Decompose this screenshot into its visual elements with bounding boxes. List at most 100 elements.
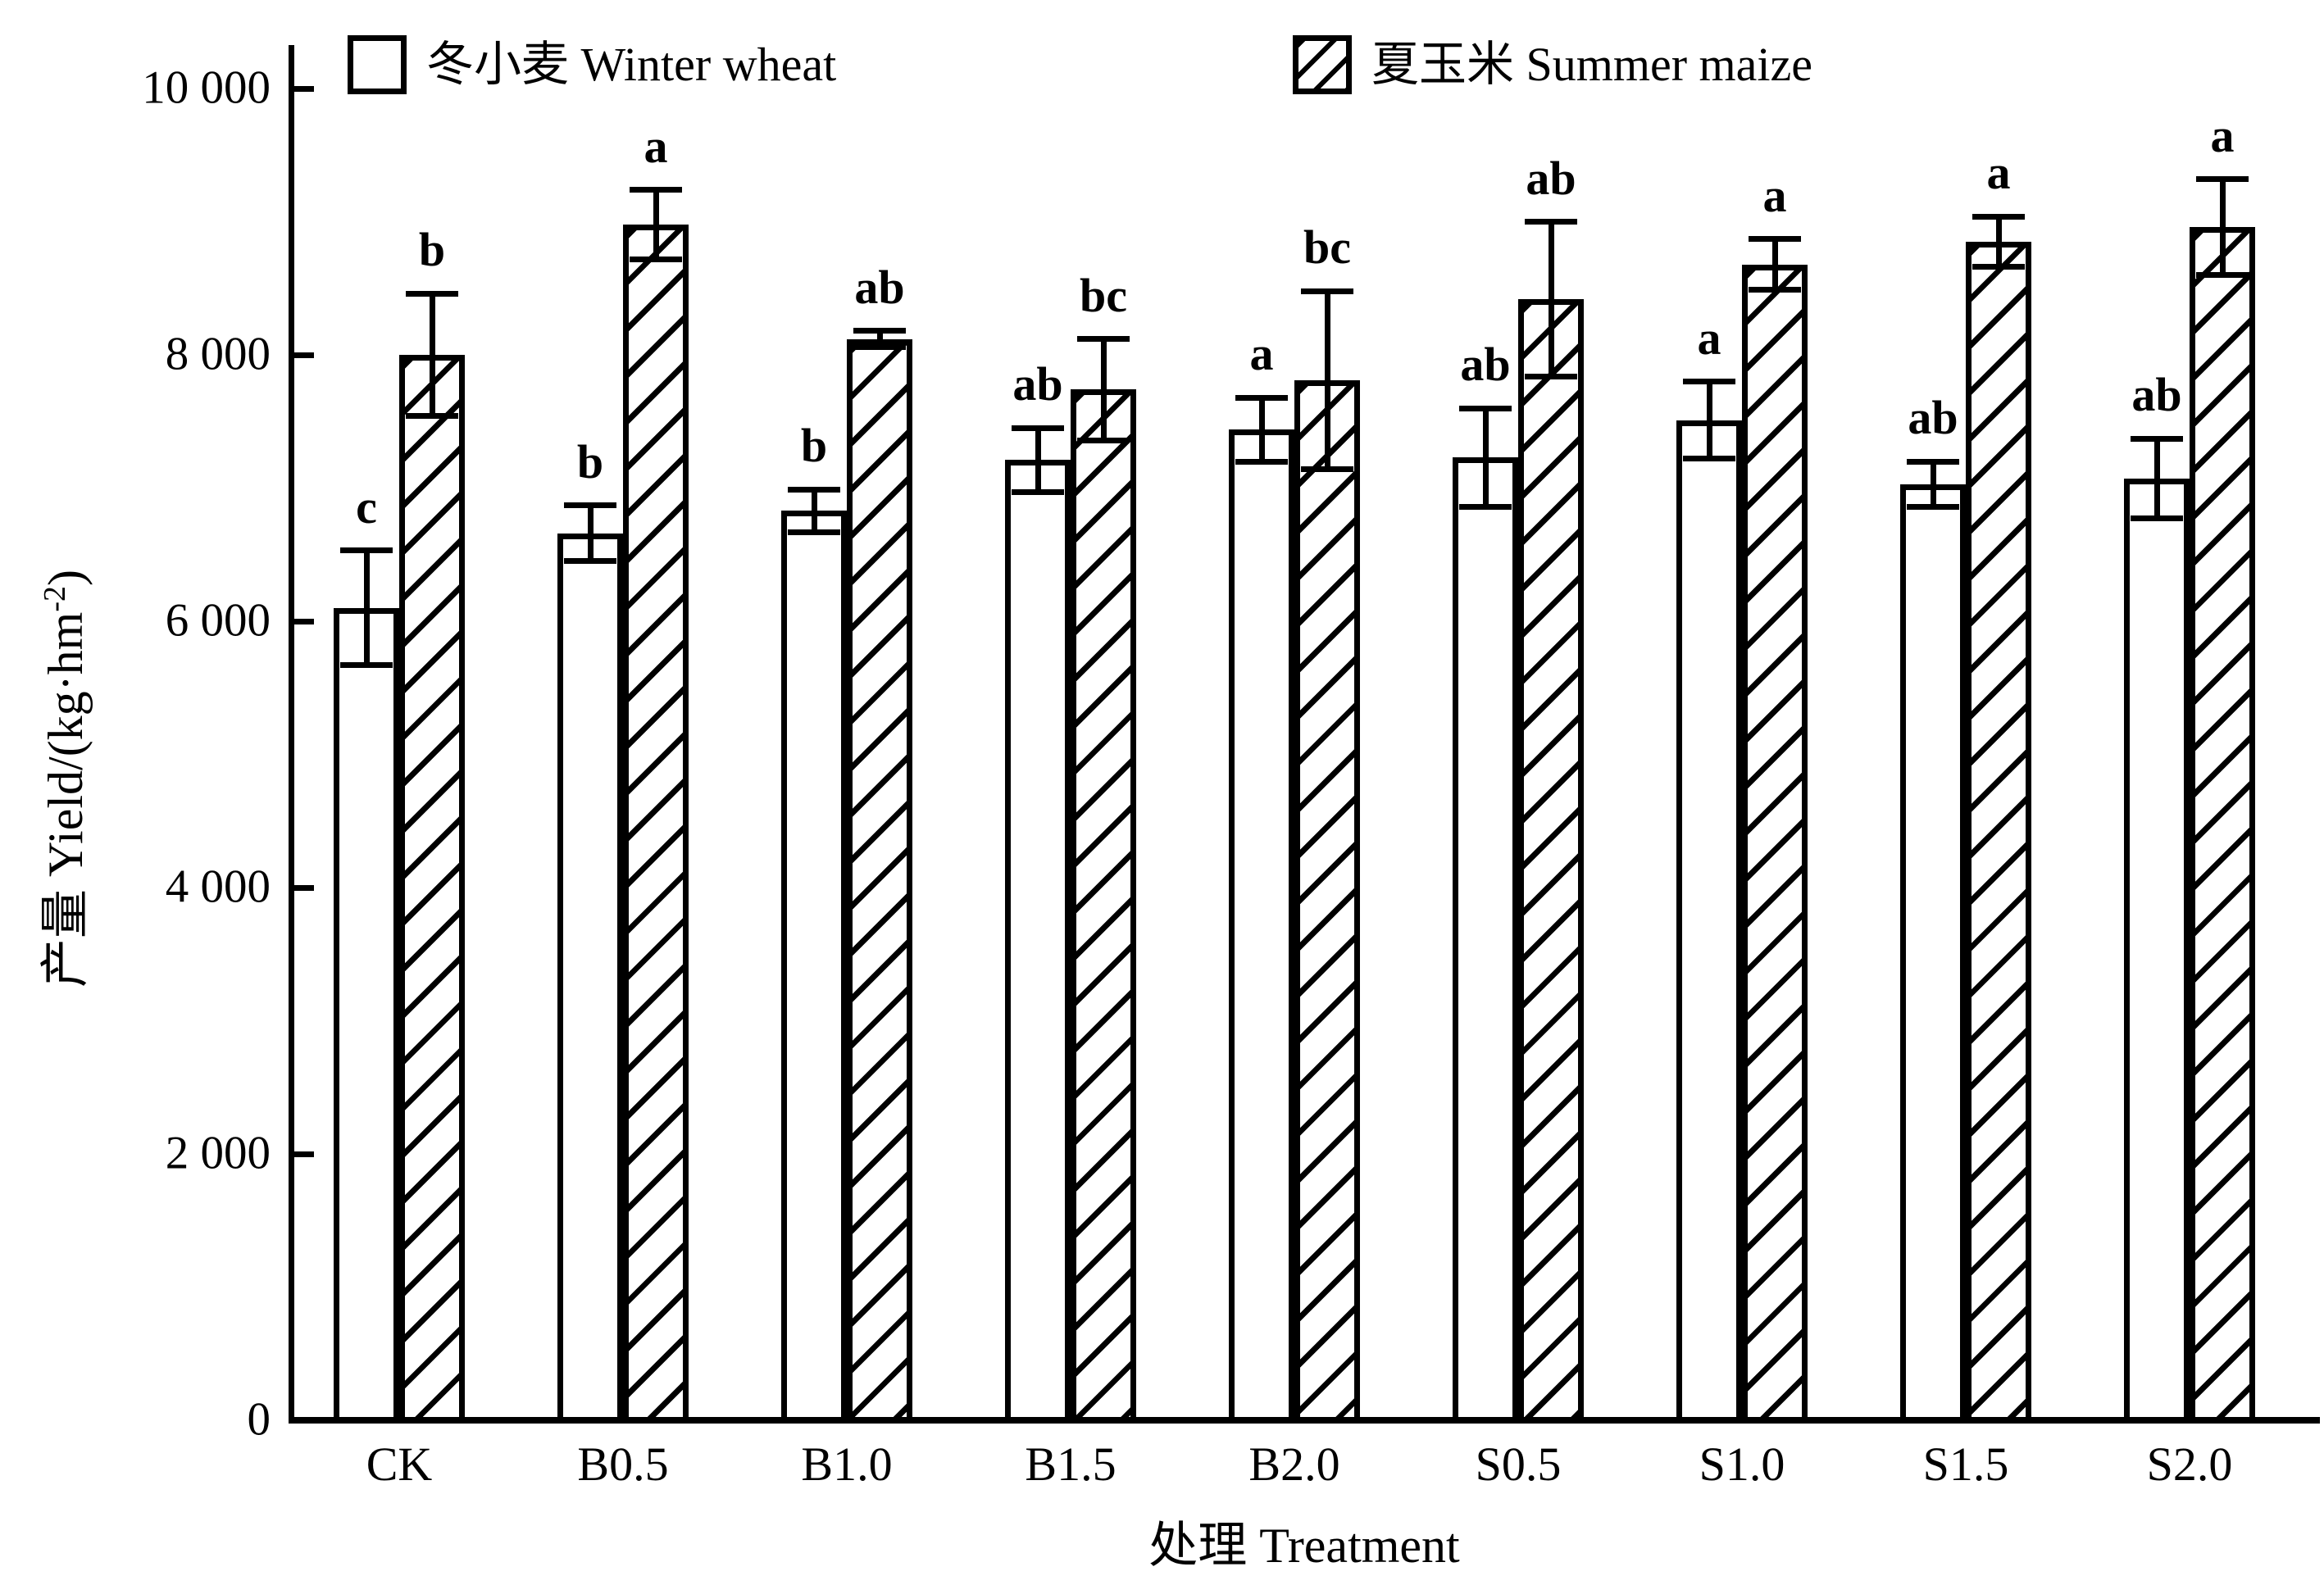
error-bar-cap (2131, 515, 2183, 522)
error-bar-line (653, 189, 659, 259)
y-tick-label: 2 000 (165, 1127, 271, 1179)
bar-winter-wheat-S0.5 (1453, 457, 1518, 1424)
error-bar-line (429, 293, 435, 416)
error-bar-cap (2196, 272, 2249, 278)
legend-entry-summer-maize: 夏玉米 Summer maize (1293, 35, 1812, 94)
y-tick-label: 10 000 (142, 61, 271, 114)
bar-summer-maize-S2.0 (2190, 227, 2255, 1424)
bar-winter-wheat-S1.0 (1676, 420, 1742, 1424)
error-bar-line (363, 550, 370, 665)
legend-entry-winter-wheat: 冬小麦 Winter wheat (348, 35, 836, 94)
error-bar-cap (1077, 437, 1130, 443)
y-axis-title-text: 产量 Yield/(kg·hm (39, 611, 93, 988)
error-bar-cap (1235, 394, 1288, 401)
error-bar-cap (1077, 336, 1130, 342)
error-bar-line (1100, 338, 1107, 440)
significance-letter: b (800, 419, 828, 473)
significance-letter: ab (1526, 151, 1576, 205)
legend-label-winter-wheat: 冬小麦 Winter wheat (426, 38, 837, 92)
error-bar-cap (340, 547, 393, 554)
legend-swatch-winter-wheat (348, 35, 407, 94)
error-bar-cap (564, 502, 616, 509)
bar-winter-wheat-B2.0 (1229, 429, 1294, 1424)
error-bar-line (876, 330, 883, 347)
error-bar-line (1258, 397, 1265, 461)
error-bar-line (1482, 408, 1489, 507)
bar-winter-wheat-B1.0 (781, 511, 847, 1424)
error-bar-line (1771, 238, 1778, 290)
error-bar-cap (1301, 288, 1353, 294)
error-bar-cap (630, 256, 682, 262)
y-axis-title-close: ) (39, 570, 93, 587)
x-tick-label: S2.0 (2146, 1437, 2233, 1491)
error-bar-line (1930, 461, 1936, 507)
x-tick-label: B2.0 (1248, 1437, 1340, 1491)
significance-letter: c (356, 479, 377, 534)
significance-letter: a (1986, 146, 2011, 199)
x-tick-label: S0.5 (1475, 1437, 1562, 1491)
y-tick-label: 0 (247, 1393, 271, 1446)
y-tick-label: 8 000 (165, 328, 271, 380)
error-bar-cap (853, 328, 906, 334)
bar-winter-wheat-B1.5 (1005, 460, 1071, 1424)
significance-letter: ab (2131, 368, 2182, 422)
y-tick-mark (294, 884, 314, 891)
error-bar-cap (406, 413, 458, 420)
bar-summer-maize-B1.5 (1071, 389, 1136, 1424)
bar-winter-wheat-S2.0 (2124, 479, 2190, 1424)
bar-winter-wheat-CK (334, 607, 399, 1424)
significance-letter: a (1762, 168, 1787, 222)
error-bar-cap (2131, 435, 2183, 442)
error-bar-cap (788, 486, 840, 493)
error-bar-cap (630, 187, 682, 193)
bar-summer-maize-B2.0 (1294, 379, 1360, 1424)
legend-label-summer-maize: 夏玉米 Summer maize (1371, 38, 1813, 92)
significance-letter: ab (854, 260, 905, 314)
error-bar-line (2153, 438, 2160, 519)
error-bar-cap (1459, 503, 1512, 510)
error-bar-cap (406, 290, 458, 297)
error-bar-line (1548, 221, 1554, 376)
error-bar-line (1324, 291, 1330, 470)
error-bar-line (811, 489, 817, 533)
y-axis-line (289, 45, 294, 1424)
error-bar-cap (1012, 488, 1064, 495)
x-axis-line (289, 1417, 2320, 1424)
error-bar-cap (1683, 456, 1735, 462)
x-tick-label: B1.0 (801, 1437, 893, 1491)
significance-letter: bc (1303, 220, 1351, 274)
bar-summer-maize-S1.0 (1742, 264, 1808, 1424)
significance-letter: a (1697, 311, 1721, 365)
error-bar-cap (1301, 466, 1353, 473)
error-bar-cap (1525, 219, 1577, 225)
significance-letter: a (644, 119, 668, 173)
error-bar-cap (1972, 264, 2025, 270)
error-bar-cap (1683, 379, 1735, 384)
bar-summer-maize-B1.0 (847, 338, 912, 1424)
bar-summer-maize-S0.5 (1518, 298, 1584, 1424)
y-tick-label: 4 000 (165, 861, 271, 913)
error-bar-cap (1012, 425, 1064, 431)
bar-summer-maize-B0.5 (623, 224, 689, 1424)
error-bar-cap (1749, 286, 1801, 293)
significance-letter: ab (1012, 357, 1063, 411)
error-bar-cap (1459, 405, 1512, 411)
y-tick-mark (294, 85, 314, 92)
significance-letter: a (1249, 327, 1274, 380)
error-bar-cap (1749, 236, 1801, 243)
error-bar-cap (2196, 176, 2249, 182)
y-tick-mark (294, 352, 314, 358)
y-axis-title-superscript: -2 (38, 586, 72, 612)
y-tick-mark (294, 1151, 314, 1157)
y-tick-mark (294, 618, 314, 624)
significance-letter: ab (1460, 338, 1511, 391)
error-bar-cap (853, 343, 906, 350)
error-bar-cap (1972, 213, 2025, 220)
bar-summer-maize-CK (399, 355, 465, 1424)
error-bar-cap (1525, 373, 1577, 379)
error-bar-cap (788, 529, 840, 535)
error-bar-cap (1235, 458, 1288, 465)
error-bar-line (1995, 216, 2002, 267)
x-tick-label: S1.5 (1922, 1437, 2009, 1491)
error-bar-cap (340, 662, 393, 669)
